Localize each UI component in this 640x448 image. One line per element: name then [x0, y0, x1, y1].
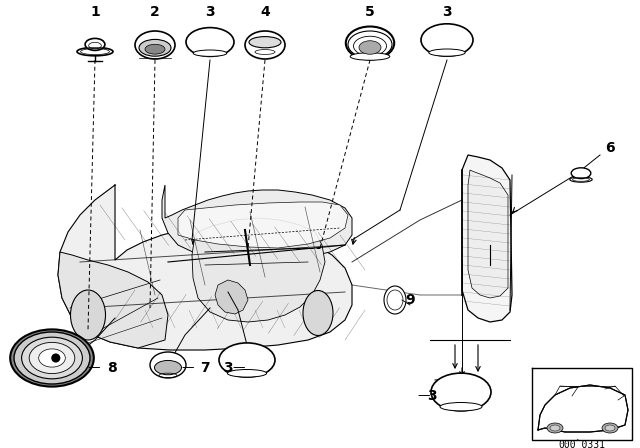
Polygon shape	[462, 155, 512, 322]
Circle shape	[51, 353, 60, 362]
Text: 8: 8	[107, 361, 117, 375]
Polygon shape	[192, 218, 325, 322]
Polygon shape	[468, 170, 508, 298]
Text: 3: 3	[205, 5, 215, 19]
Ellipse shape	[219, 343, 275, 377]
Ellipse shape	[70, 290, 106, 340]
Polygon shape	[162, 185, 352, 260]
Ellipse shape	[572, 168, 591, 179]
Ellipse shape	[384, 286, 406, 314]
Text: —: —	[88, 362, 100, 375]
Ellipse shape	[550, 425, 560, 431]
Ellipse shape	[440, 402, 482, 411]
Ellipse shape	[14, 332, 90, 384]
Ellipse shape	[22, 337, 83, 379]
Ellipse shape	[547, 423, 563, 433]
Ellipse shape	[29, 342, 75, 374]
Text: 3: 3	[427, 389, 437, 403]
Ellipse shape	[139, 39, 171, 56]
Ellipse shape	[602, 423, 618, 433]
Text: —: —	[417, 389, 430, 402]
Text: —: —	[182, 362, 194, 375]
Text: 3: 3	[442, 5, 452, 19]
Text: 6: 6	[605, 141, 615, 155]
Ellipse shape	[186, 28, 234, 56]
Ellipse shape	[346, 26, 394, 60]
Text: —: —	[232, 362, 244, 375]
Ellipse shape	[38, 349, 65, 367]
Text: 2: 2	[150, 5, 160, 19]
Text: 3: 3	[223, 361, 233, 375]
Ellipse shape	[303, 290, 333, 336]
Ellipse shape	[570, 177, 592, 182]
Text: 9: 9	[405, 293, 415, 307]
Ellipse shape	[135, 31, 175, 59]
Text: 000`0331: 000`0331	[559, 440, 605, 448]
Polygon shape	[58, 252, 168, 348]
Ellipse shape	[10, 329, 94, 387]
Ellipse shape	[145, 44, 165, 54]
Ellipse shape	[245, 31, 285, 59]
Text: 5: 5	[365, 5, 375, 19]
Ellipse shape	[193, 50, 227, 56]
Ellipse shape	[359, 41, 381, 54]
Ellipse shape	[605, 425, 615, 431]
Ellipse shape	[429, 49, 465, 56]
Text: 7: 7	[200, 361, 210, 375]
Polygon shape	[178, 202, 348, 248]
Ellipse shape	[421, 24, 473, 56]
Polygon shape	[215, 280, 248, 314]
Ellipse shape	[249, 37, 281, 48]
Polygon shape	[538, 385, 628, 432]
Text: 1: 1	[90, 5, 100, 19]
Text: 4: 4	[260, 5, 270, 19]
Ellipse shape	[227, 370, 267, 377]
Ellipse shape	[85, 39, 105, 50]
Polygon shape	[58, 185, 352, 350]
Ellipse shape	[154, 361, 182, 375]
Ellipse shape	[431, 373, 491, 411]
Ellipse shape	[77, 47, 113, 56]
Ellipse shape	[150, 352, 186, 378]
Ellipse shape	[350, 53, 390, 60]
